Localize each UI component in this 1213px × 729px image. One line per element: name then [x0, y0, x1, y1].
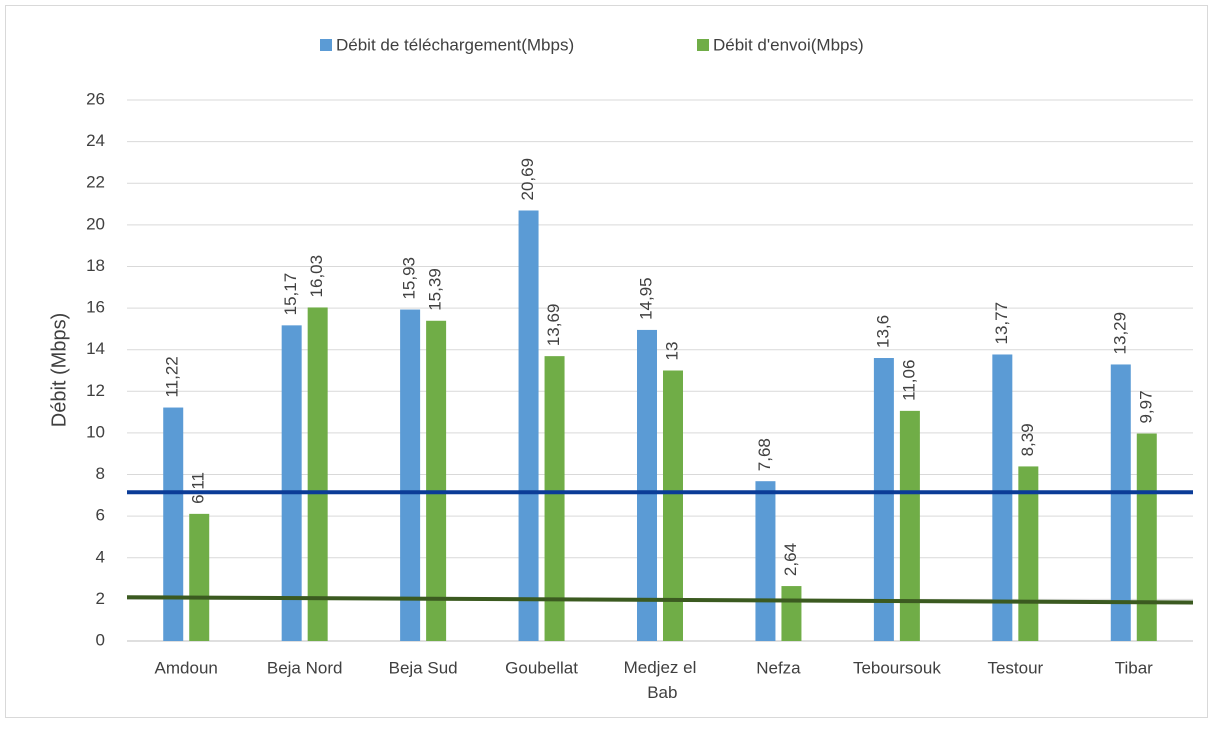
data-label: 11,06 — [899, 360, 918, 401]
bar — [1136, 433, 1157, 641]
x-tick-label: Medjez el Bab — [624, 658, 697, 702]
bar — [1018, 466, 1039, 641]
y-tick-label: 16 — [86, 298, 105, 317]
x-tick-label: Amdoun — [155, 658, 218, 677]
y-tick-label: 26 — [86, 89, 105, 108]
bar — [307, 307, 328, 641]
reference-line — [126, 595, 1194, 605]
legend-label: Débit d'envoi(Mbps) — [713, 35, 864, 54]
data-label: 20,69 — [518, 158, 537, 201]
y-tick-label: 0 — [96, 630, 105, 649]
y-tick-label: 14 — [86, 339, 105, 358]
legend-swatch — [697, 39, 709, 51]
legend-label: Débit de téléchargement(Mbps) — [336, 35, 574, 54]
legend-swatch — [320, 39, 332, 51]
y-tick-label: 4 — [96, 547, 105, 566]
bar — [163, 407, 184, 641]
bar — [281, 325, 302, 641]
data-label: 13,69 — [544, 304, 563, 347]
bar — [400, 309, 421, 641]
y-tick-label: 8 — [96, 464, 105, 483]
y-tick-label: 12 — [86, 381, 105, 400]
x-tick-label: Goubellat — [505, 658, 578, 677]
bar — [426, 320, 447, 641]
data-label: 16,03 — [307, 255, 326, 298]
data-label: 8,39 — [1018, 423, 1037, 456]
x-tick-label: Teboursouk — [853, 658, 941, 677]
bar — [1110, 364, 1131, 641]
bar — [663, 370, 683, 641]
y-tick-label: 22 — [86, 173, 105, 192]
x-tick-label: Nefza — [756, 658, 801, 677]
data-label: 15,17 — [281, 273, 300, 316]
data-label: 13,6 — [873, 315, 892, 348]
y-tick-label: 2 — [96, 589, 105, 608]
data-label: 11,22 — [163, 356, 182, 397]
y-tick-label: 20 — [86, 214, 105, 233]
y-axis-label: Débit (Mbps) — [48, 313, 70, 427]
bar — [992, 354, 1013, 641]
y-tick-label: 6 — [96, 506, 105, 525]
x-tick-label: Testour — [987, 658, 1043, 677]
data-label: 2,64 — [781, 543, 800, 576]
bar — [899, 410, 920, 641]
data-label: 14,95 — [636, 277, 655, 320]
bar — [544, 356, 565, 641]
data-label: 13 — [662, 342, 681, 361]
bar — [189, 513, 210, 641]
data-label: 15,93 — [400, 257, 419, 300]
bar — [873, 358, 894, 641]
data-label: 13,77 — [992, 302, 1011, 345]
bar — [755, 481, 776, 641]
x-tick-label: Beja Nord — [267, 658, 343, 677]
y-tick-label: 10 — [86, 422, 105, 441]
data-label: 7,68 — [755, 438, 774, 471]
bar — [518, 210, 539, 642]
data-label: 15,39 — [426, 268, 445, 311]
data-label: 9,97 — [1136, 390, 1155, 423]
y-tick-label: 24 — [86, 131, 105, 150]
bar — [637, 329, 657, 641]
data-label: 6,11 — [189, 472, 208, 504]
data-label: 13,29 — [1110, 312, 1129, 355]
x-tick-label: Beja Sud — [389, 658, 458, 677]
bar — [781, 586, 802, 641]
x-tick-label: Tibar — [1115, 658, 1153, 677]
y-tick-label: 18 — [86, 256, 105, 275]
